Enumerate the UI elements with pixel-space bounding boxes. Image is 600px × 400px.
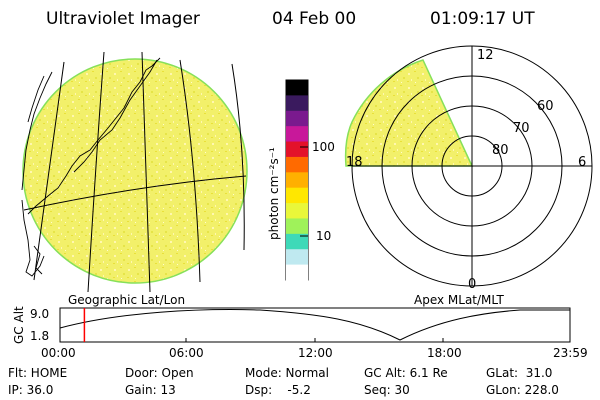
status-glat: GLat: 31.0	[486, 366, 553, 380]
colorbar-band	[286, 141, 308, 158]
status-gcalt: GC Alt: 6.1 Re	[364, 366, 448, 380]
colorbar-band	[286, 126, 308, 143]
mlt-label-18: 18	[346, 155, 363, 170]
mlt-label-6: 6	[578, 155, 586, 170]
colorbar-band	[286, 110, 308, 127]
mlat-label-60: 60	[537, 99, 554, 114]
status-ip: IP: 36.0	[8, 383, 54, 397]
status-mode: Mode: Normal	[245, 366, 329, 380]
colorbar-tick-100: 100	[312, 140, 335, 154]
mlt-label-0: 0	[468, 277, 476, 292]
time-label: 01:09:17 UT	[430, 9, 535, 29]
date-label: 04 Feb 00	[272, 9, 357, 29]
colorbar-band	[286, 264, 308, 281]
colorbar-band	[286, 249, 308, 266]
time-tick-0600: 06:00	[169, 346, 204, 360]
time-tick-1200: 12:00	[298, 346, 333, 360]
status-seq: Seq: 30	[364, 383, 410, 397]
alt-tick-9: 9.0	[30, 307, 49, 321]
colorbar-band	[286, 218, 308, 235]
colorbar-band	[286, 156, 308, 173]
colorbar: 100 10 photon cm⁻²s⁻¹	[267, 79, 335, 281]
colorbar-band	[286, 233, 308, 250]
geo-panel-caption: Geographic Lat/Lon	[68, 293, 185, 307]
status-door: Door: Open	[125, 366, 194, 380]
coastline	[21, 57, 161, 277]
colorbar-band	[286, 95, 308, 112]
mlat-label-80: 80	[492, 143, 509, 158]
altitude-plot: GC Alt 9.0 1.8 00:00 06:00 12:00 18:00 2…	[12, 306, 588, 360]
time-tick-1800: 18:00	[427, 346, 462, 360]
status-dsp: Dsp: -5.2	[245, 383, 311, 397]
polar-panel: 12 18 6 0 60 70 80	[344, 45, 593, 292]
colorbar-band	[286, 80, 308, 96]
alt-tick-1-8: 1.8	[30, 329, 49, 343]
geo-image-disk	[22, 58, 248, 284]
mlt-label-12: 12	[477, 48, 494, 63]
polar-image-region	[344, 59, 474, 167]
time-tick-2359: 23:59	[553, 346, 588, 360]
status-glon: GLon: 228.0	[486, 383, 559, 397]
colorbar-band	[286, 203, 308, 220]
alt-axis-label: GC Alt	[12, 306, 26, 344]
colorbar-unit-label: photon cm⁻²s⁻¹	[267, 147, 281, 240]
colorbar-tick-10: 10	[316, 229, 331, 243]
instrument-title: Ultraviolet Imager	[46, 9, 200, 29]
mlat-label-70: 70	[513, 121, 530, 136]
colorbar-band	[286, 172, 308, 189]
status-gain: Gain: 13	[125, 383, 176, 397]
time-tick-0000: 00:00	[41, 346, 76, 360]
colorbar-band	[286, 187, 308, 204]
altitude-curve	[59, 309, 570, 341]
status-flt: Flt: HOME	[8, 366, 68, 380]
polar-panel-caption: Apex MLat/MLT	[414, 293, 504, 307]
